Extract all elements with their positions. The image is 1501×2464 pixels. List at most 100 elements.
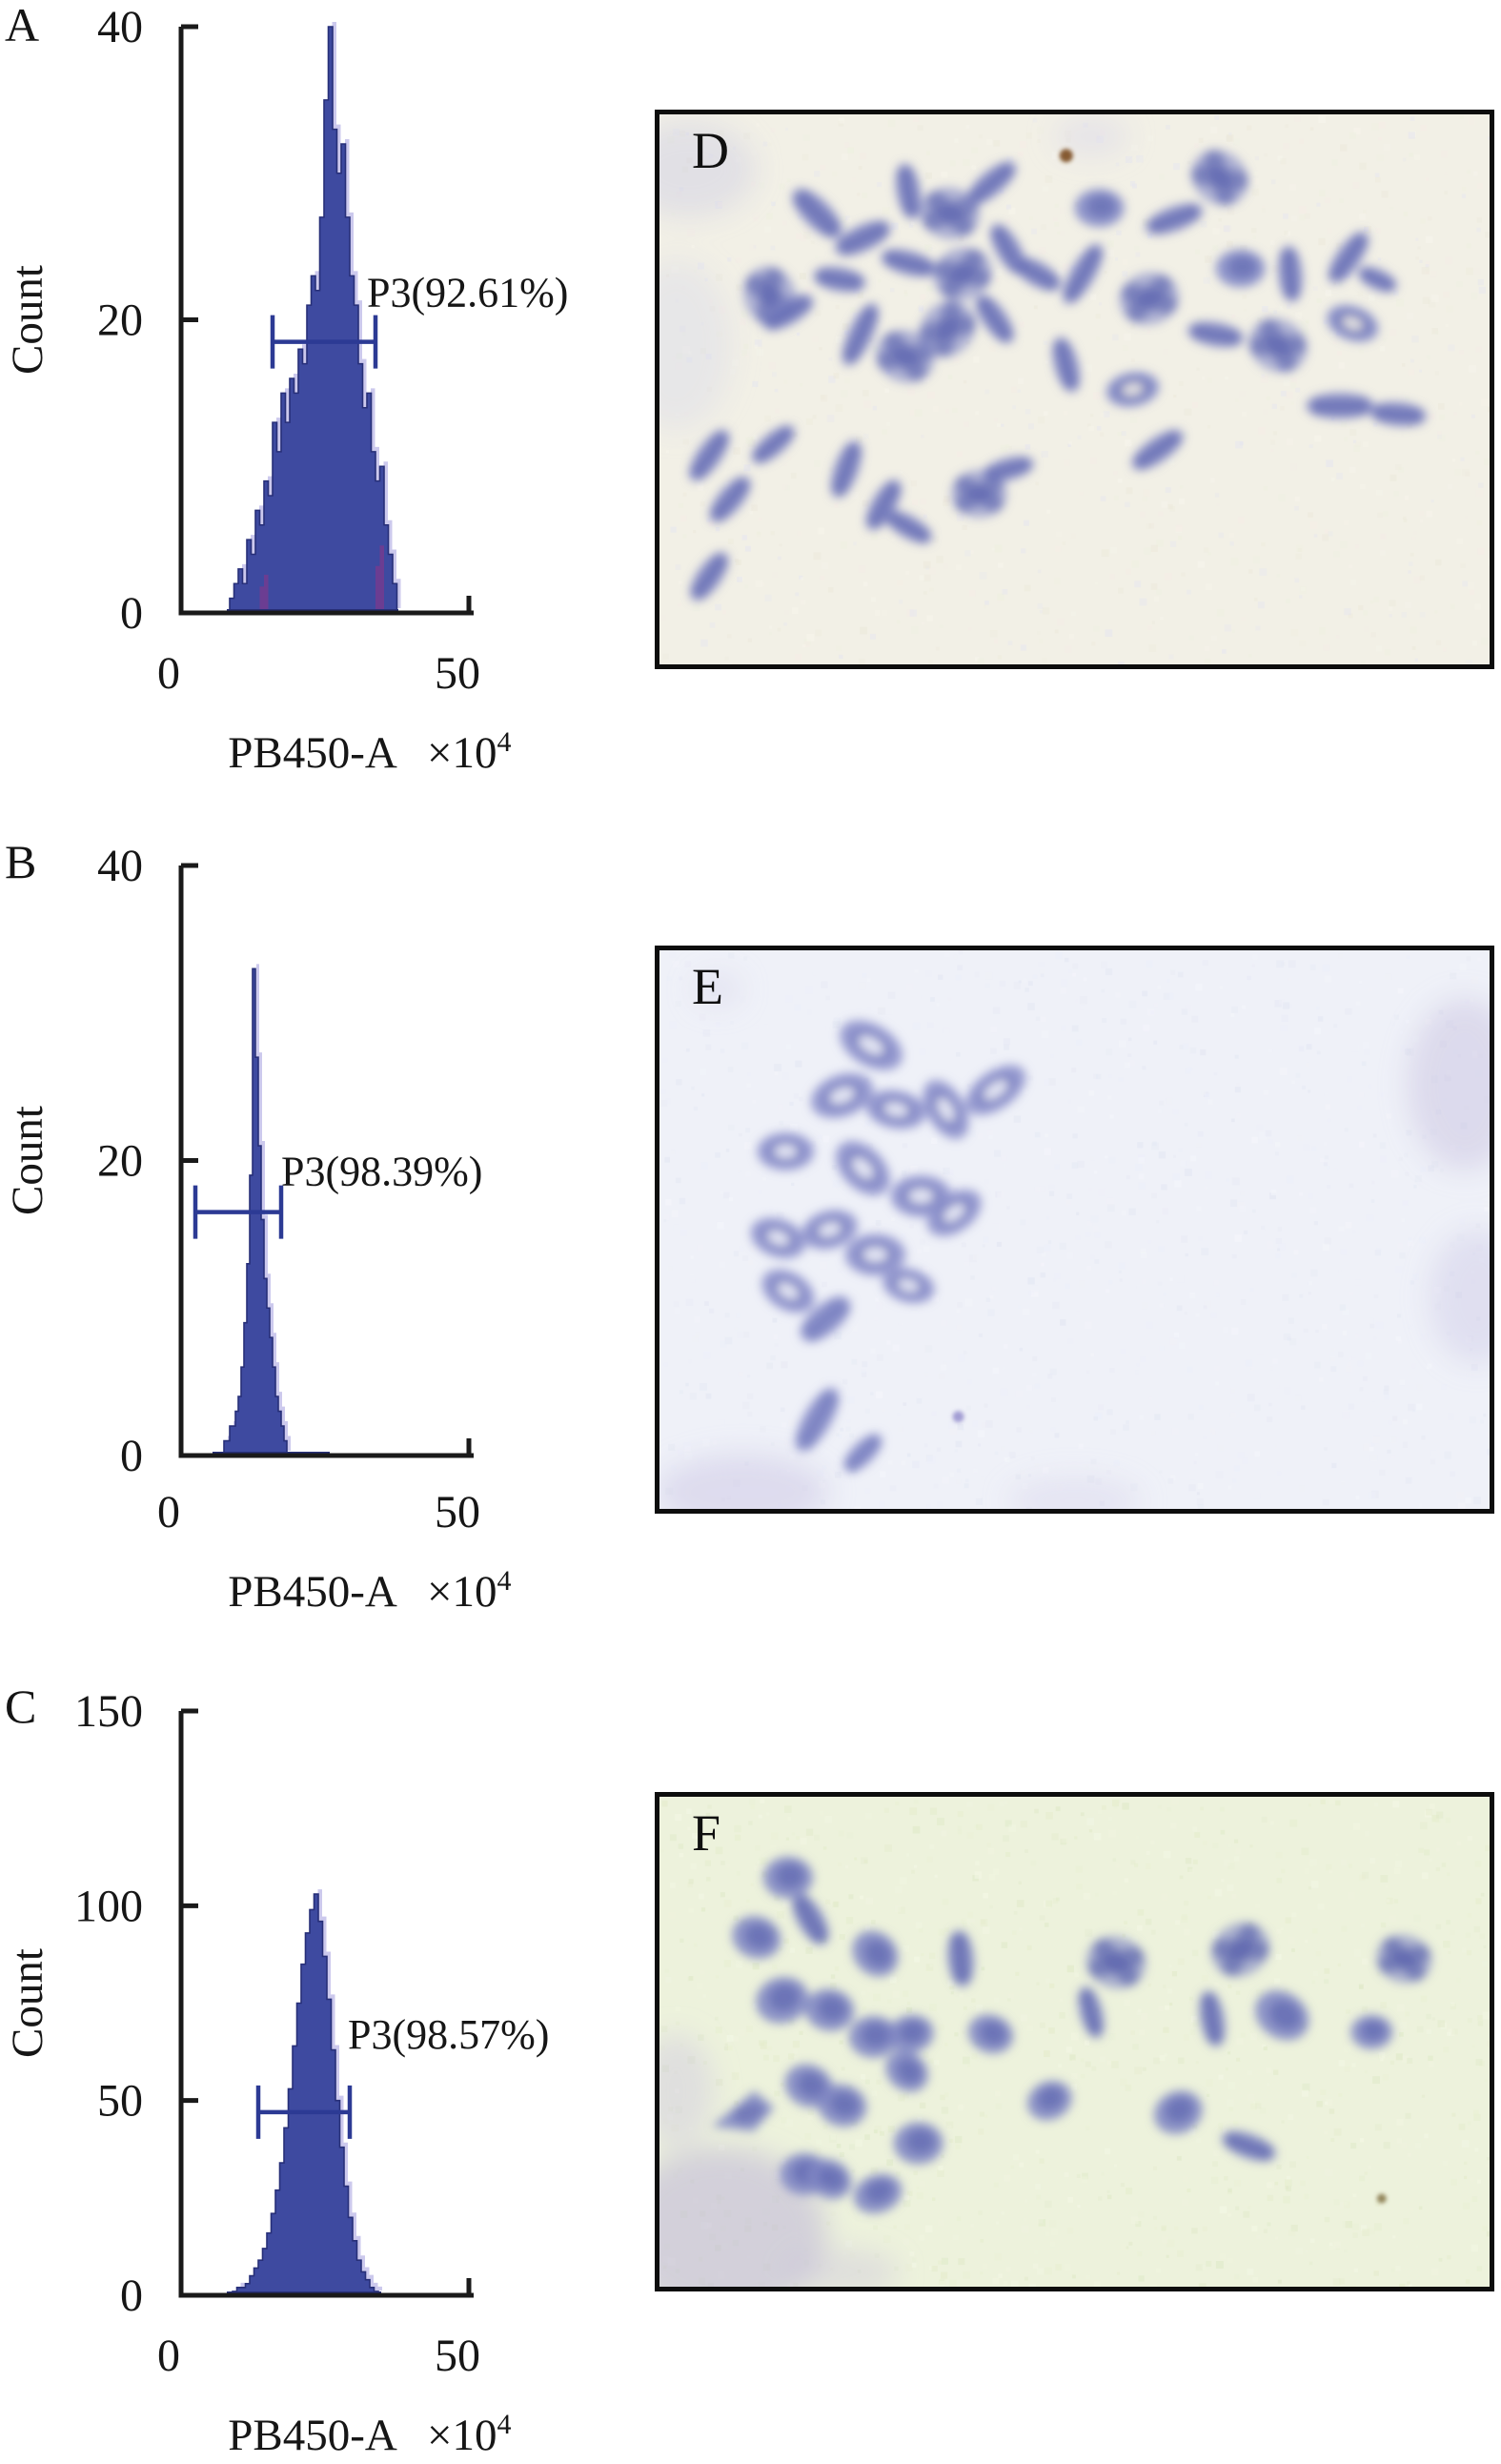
chromosome-rod — [762, 294, 814, 331]
debris-specks — [1059, 149, 1073, 163]
flow-histogram-panel-c: 150 100 50 0 0 50 Count PB450-A ×104 P3(98.57%) — [0, 1682, 629, 2464]
minor-population-bar — [379, 545, 384, 613]
chromosome-ring — [1327, 304, 1379, 342]
chromosome-rod — [975, 294, 1015, 344]
x-axis-unit: ×104 — [427, 726, 512, 778]
y-tick-label: 50 — [97, 2076, 143, 2127]
chromosome-rod — [1328, 231, 1369, 284]
debris-specks — [952, 1411, 964, 1423]
micrograph-d-letter: D — [692, 122, 729, 179]
chromosome-rod — [1369, 401, 1428, 427]
chromosome-rod — [1187, 320, 1245, 348]
axes-A — [178, 27, 474, 616]
chromosome-blob — [1350, 2014, 1393, 2049]
chromosome-wedge — [712, 2090, 775, 2132]
chromosome-rod — [751, 424, 796, 464]
chromosome-blob — [1154, 2090, 1203, 2134]
chromosome-blob — [885, 2050, 928, 2092]
chromosome-rod — [842, 302, 880, 366]
axes-B — [178, 865, 474, 1458]
y-tick-label: 100 — [74, 1881, 143, 1931]
chromosome-ring — [1105, 372, 1160, 407]
chromosome-ring — [882, 1267, 935, 1304]
chromosome-x — [919, 300, 976, 357]
y-tick-label: 0 — [120, 1431, 143, 1481]
chromosome-blob — [1074, 189, 1125, 228]
y-tick-label: 150 — [74, 1686, 143, 1737]
chromosome-rod — [1277, 245, 1304, 303]
y-tick-label: 40 — [97, 2, 143, 52]
chromosome-rod — [843, 1434, 882, 1473]
y-axis-label: Count — [3, 265, 52, 375]
chromosome-rod — [830, 439, 862, 499]
chromosome-rod — [1357, 266, 1397, 293]
gate-percentage-label: P3(98.57%) — [348, 2011, 549, 2058]
chromosome-rod — [1062, 243, 1104, 305]
chromosome-rod — [709, 476, 751, 523]
panel-a-letter: A — [5, 0, 40, 51]
chromosome-x — [1191, 150, 1248, 206]
flow-histogram-panel-a: 40 20 0 0 50 Count PB450-A ×104 P3(92.61%) — [0, 0, 629, 839]
panel-c-letter: C — [5, 1680, 37, 1733]
micrograph-e: E — [655, 946, 1494, 1514]
chromosome-x — [1119, 272, 1180, 325]
y-tick-label: 20 — [97, 295, 143, 346]
chromosome-rod — [1052, 336, 1081, 393]
chromosome-blob — [1255, 1990, 1309, 2041]
histogram-C — [232, 1893, 379, 2296]
chromosome-ring — [750, 1217, 806, 1259]
flow-histogram-panel-b: 40 20 0 0 50 Count PB450-A ×104 P3(98.39%) — [0, 839, 629, 1682]
chromosome-rod — [800, 1295, 851, 1342]
chromosome-blob — [807, 2158, 852, 2199]
chromosome-blob — [732, 1916, 781, 1960]
chromosome-blob — [817, 2084, 867, 2128]
chromosome-blob — [1215, 249, 1266, 288]
chromosome-spread — [689, 150, 1428, 601]
x-axis-label: PB450-A — [228, 2411, 397, 2460]
chromosome-ring — [840, 1020, 903, 1070]
chromosome-rod — [690, 551, 729, 601]
y-axis-label: Count — [3, 1948, 52, 2058]
debris-specks — [1376, 2193, 1387, 2204]
x-tick-label: 0 — [157, 648, 180, 699]
x-tick-label: 50 — [435, 2331, 480, 2381]
chromosome-blob — [888, 2014, 934, 2053]
micrograph-e-letter: E — [692, 958, 723, 1015]
x-tick-label: 0 — [157, 2331, 180, 2381]
chromosome-blob — [804, 1988, 855, 2031]
x-tick-label: 50 — [435, 648, 480, 699]
x-axis-unit: ×104 — [427, 1565, 512, 1617]
chromosome-blob — [853, 2173, 903, 2214]
chromosome-rod — [689, 429, 730, 481]
chromosome-rod — [1013, 256, 1062, 292]
stain-smudges — [659, 972, 1490, 1509]
chromosome-ring — [810, 1072, 874, 1119]
chromosome-ring — [801, 1210, 858, 1250]
chromosome-rod — [1131, 429, 1184, 471]
chromosome-spread — [750, 1020, 1026, 1473]
chromosome-rod — [792, 1893, 829, 1945]
y-axis-label: Count — [3, 1106, 52, 1215]
chromosome-ring — [965, 1065, 1026, 1115]
chromosome-x — [1085, 1936, 1146, 1989]
chromosome-ring — [865, 1089, 926, 1130]
gate-percentage-label: P3(92.61%) — [367, 270, 568, 316]
histogram-A — [229, 26, 398, 614]
chromosome-rod — [895, 163, 923, 220]
chromosome-rod — [881, 249, 937, 277]
chromosome-blob — [852, 1930, 899, 1977]
chromosome-rod — [966, 161, 1017, 205]
chromosome-rod — [1078, 1985, 1105, 2039]
chromosome-rod — [865, 479, 902, 531]
chromosome-rod — [1145, 203, 1204, 235]
chromosome-x — [932, 247, 992, 301]
chromosome-rod — [813, 266, 866, 293]
chromosome-rod — [982, 456, 1035, 482]
chromosome-x — [875, 330, 935, 383]
x-axis-label: PB450-A — [228, 1567, 397, 1617]
chromosome-blob — [1027, 2080, 1072, 2121]
chromosome-rod — [795, 1387, 840, 1452]
chromosome-blob — [967, 2014, 1014, 2054]
micrograph-f-letter: F — [692, 1804, 721, 1862]
chromosome-rod — [884, 510, 933, 544]
